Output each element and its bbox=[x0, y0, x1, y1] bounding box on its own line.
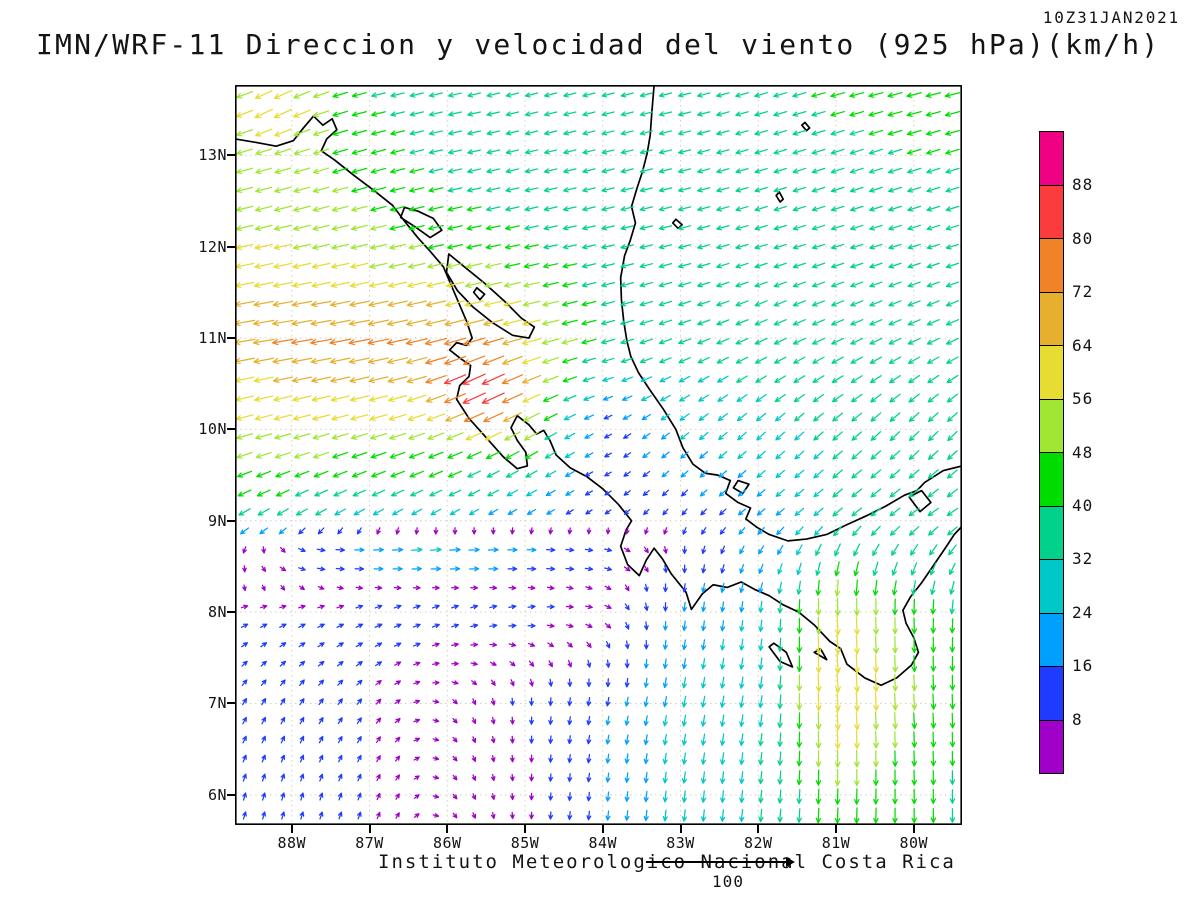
lon-axis-label: 83W bbox=[666, 834, 695, 852]
lon-axis-label: 81W bbox=[821, 834, 851, 852]
lat-axis-tick bbox=[227, 154, 235, 157]
chart-title: IMN/WRF-11 Direccion y velocidad del vie… bbox=[36, 28, 1161, 61]
colorbar-label: 24 bbox=[1072, 602, 1094, 622]
colorbar-segment bbox=[1040, 560, 1063, 614]
lon-axis-tick bbox=[601, 825, 604, 833]
colorbar-segment bbox=[1040, 132, 1063, 186]
lon-axis-label: 87W bbox=[355, 834, 384, 852]
lon-axis-tick bbox=[524, 825, 527, 833]
lat-axis-label: 10N bbox=[198, 420, 227, 439]
lon-axis-tick bbox=[290, 825, 293, 833]
colorbar-segment bbox=[1040, 506, 1063, 560]
colorbar-segment bbox=[1040, 239, 1063, 293]
colorbar-label: 40 bbox=[1072, 495, 1094, 515]
colorbar-segment bbox=[1040, 667, 1063, 721]
colorbar-segment bbox=[1040, 346, 1063, 400]
lat-axis-tick bbox=[227, 519, 235, 522]
lat-axis-label: 11N bbox=[198, 329, 227, 348]
lat-axis-label: 12N bbox=[198, 237, 227, 256]
colorbar-label: 64 bbox=[1072, 335, 1094, 355]
colorbar-label: 16 bbox=[1072, 656, 1094, 676]
lon-axis-label: 80W bbox=[899, 834, 929, 852]
lon-axis-label: 86W bbox=[432, 834, 462, 852]
lat-axis-label: 7N bbox=[207, 694, 227, 713]
colorbar-label: 8 bbox=[1072, 709, 1083, 729]
lon-axis-label: 85W bbox=[510, 834, 540, 852]
lon-axis-tick bbox=[835, 825, 838, 833]
colorbar-segment bbox=[1040, 185, 1063, 239]
reference-vector-line bbox=[646, 861, 788, 863]
colorbar-segment bbox=[1040, 453, 1063, 507]
colorbar-label: 72 bbox=[1072, 282, 1094, 302]
lat-axis-label: 9N bbox=[207, 511, 227, 530]
colorbar-label: 88 bbox=[1072, 175, 1094, 195]
lon-axis-tick bbox=[757, 825, 760, 833]
lon-axis-tick bbox=[679, 825, 682, 833]
colorbar-label: 48 bbox=[1072, 442, 1094, 462]
lat-axis-label: 8N bbox=[207, 603, 227, 622]
lat-axis-tick bbox=[227, 611, 235, 614]
lat-axis-tick bbox=[227, 428, 235, 431]
colorbar-segment bbox=[1040, 399, 1063, 453]
lat-axis-tick bbox=[227, 793, 235, 796]
colorbar-label: 80 bbox=[1072, 228, 1094, 248]
lat-axis-tick bbox=[227, 245, 235, 248]
lon-axis-tick bbox=[368, 825, 371, 833]
lon-axis-tick bbox=[912, 825, 915, 833]
lat-axis-label: 13N bbox=[198, 146, 227, 165]
reference-vector-arrowhead-icon bbox=[786, 857, 795, 867]
timestamp: 10Z31JAN2021 bbox=[1042, 8, 1180, 27]
lat-axis-label: 6N bbox=[207, 785, 227, 804]
colorbar-label: 56 bbox=[1072, 389, 1094, 409]
lat-axis-tick bbox=[227, 702, 235, 705]
colorbar-segment bbox=[1040, 292, 1063, 346]
lat-axis-tick bbox=[227, 337, 235, 340]
lon-axis-label: 84W bbox=[588, 834, 618, 852]
colorbar-segment bbox=[1040, 613, 1063, 667]
colorbar-segment bbox=[1040, 720, 1063, 773]
lon-axis-tick bbox=[446, 825, 449, 833]
colorbar-label: 32 bbox=[1072, 549, 1094, 569]
lon-axis-label: 88W bbox=[277, 834, 307, 852]
speed-colorbar bbox=[1039, 131, 1064, 774]
wind-vector-map-canvas bbox=[235, 85, 962, 825]
lon-axis-label: 82W bbox=[743, 834, 773, 852]
reference-vector-label: 100 bbox=[712, 872, 744, 891]
